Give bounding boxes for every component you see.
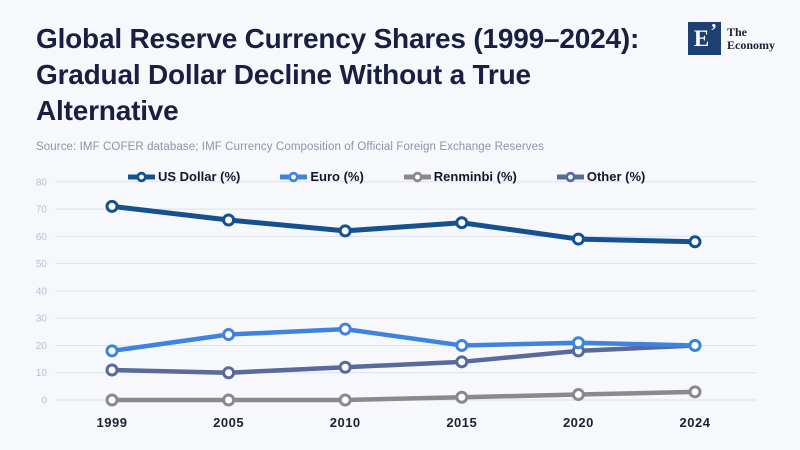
- data-point-euro-2010: [338, 322, 352, 336]
- data-point-us-dollar-2015: [455, 216, 469, 230]
- legend-label-renminbi: Renminbi (%): [433, 169, 517, 184]
- page-title: Global Reserve Currency Shares (1999–202…: [36, 21, 672, 129]
- series-line-us-dollar: [109, 203, 698, 245]
- y-axis-tick-60: 60: [36, 232, 48, 243]
- x-axis-tick-1999: 1999: [97, 415, 128, 430]
- y-axis-tick-70: 70: [36, 205, 48, 216]
- series-line-renminbi: [109, 389, 698, 403]
- y-axis-tick-30: 30: [36, 314, 48, 325]
- legend-label-other: Other (%): [586, 169, 646, 184]
- data-point-euro-2015: [455, 338, 469, 352]
- data-point-us-dollar-2020: [571, 232, 585, 246]
- legend-item-us-dollar: US Dollar (%): [128, 169, 240, 184]
- data-point-other-2005: [222, 366, 236, 380]
- y-axis-tick-80: 80: [36, 177, 48, 188]
- legend-item-euro: Euro (%): [280, 169, 364, 184]
- data-point-renminbi-2020: [571, 388, 585, 402]
- y-axis-tick-20: 20: [36, 341, 48, 352]
- y-axis-tick-40: 40: [36, 286, 48, 297]
- y-axis-tick-0: 0: [41, 396, 47, 407]
- title-line-2: Gradual Dollar Decline Without a True: [36, 59, 531, 90]
- data-point-us-dollar-2010: [338, 224, 352, 238]
- series-line-other: [109, 343, 698, 375]
- legend-marker-icon-us-dollar: [128, 171, 155, 182]
- legend-item-renminbi: Renminbi (%): [403, 169, 517, 184]
- legend-marker-icon-other: [556, 171, 584, 182]
- data-point-other-2010: [338, 360, 352, 374]
- x-axis-tick-2015: 2015: [446, 415, 477, 430]
- title-line-1: Global Reserve Currency Shares (1999–202…: [36, 23, 640, 54]
- legend-label-euro: Euro (%): [310, 169, 364, 184]
- logo-word-the: The: [727, 24, 748, 39]
- data-point-renminbi-1999: [105, 393, 119, 407]
- brand-logo: E ’ The Economy: [688, 20, 775, 55]
- series-line-euro: [109, 326, 698, 354]
- data-point-us-dollar-2005: [222, 213, 236, 227]
- x-axis-tick-2010: 2010: [330, 415, 361, 430]
- x-axis-tick-2005: 2005: [213, 415, 244, 430]
- logo-e-icon: E ’: [688, 20, 721, 55]
- data-point-euro-2020: [571, 336, 585, 350]
- x-axis-tick-2020: 2020: [563, 415, 594, 430]
- legend-label-us-dollar: US Dollar (%): [158, 169, 241, 184]
- line-chart: 0 10 20 30 40 50 60 70 80 1999 2005 2010 2015 2020 202…: [36, 177, 756, 430]
- logo-word-economy: Economy: [727, 37, 775, 52]
- y-axis-tick-10: 10: [36, 368, 48, 379]
- data-point-euro-1999: [105, 344, 119, 358]
- data-point-us-dollar-1999: [105, 199, 119, 213]
- data-point-renminbi-2024: [688, 385, 702, 399]
- title-line-3: Alternative: [36, 95, 179, 126]
- data-point-other-1999: [105, 363, 119, 377]
- logo-accent-mark: ’: [710, 20, 717, 42]
- chart-legend: US Dollar (%) Euro (%) Renminbi (%) Other (…: [128, 169, 645, 184]
- y-axis-tick-50: 50: [36, 259, 48, 270]
- data-point-renminbi-2010: [338, 393, 352, 407]
- data-point-euro-2024: [688, 338, 702, 352]
- data-point-renminbi-2005: [222, 393, 236, 407]
- x-axis-tick-2024: 2024: [680, 415, 711, 430]
- data-point-renminbi-2015: [455, 390, 469, 404]
- legend-item-other: Other (%): [556, 169, 646, 184]
- data-point-euro-2005: [222, 328, 236, 342]
- data-point-us-dollar-2024: [688, 235, 702, 249]
- source-caption: Source: IMF COFER database; IMF Currency…: [36, 141, 544, 153]
- logo-wordmark: The Economy: [727, 24, 775, 52]
- legend-marker-icon-renminbi: [403, 171, 431, 182]
- logo-letter: E: [693, 25, 710, 51]
- data-point-other-2015: [455, 355, 469, 369]
- legend-marker-icon-euro: [280, 171, 308, 182]
